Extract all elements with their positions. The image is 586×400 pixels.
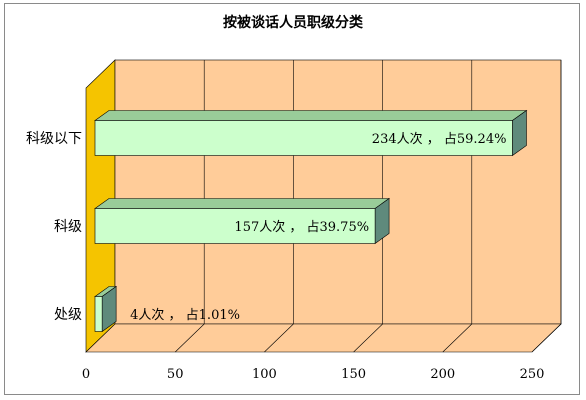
bar-top [94,110,528,121]
data-label: 157人次 ， 占39.75% [234,219,369,235]
bar-top [94,198,391,209]
floor-gridline [174,323,205,353]
floor-gridline [442,323,473,353]
x-tick-label: 0 [82,367,90,382]
x-tick-label: 150 [341,367,366,382]
bar[interactable] [94,296,103,332]
data-label: 234人次 ， 占59.24% [372,131,507,147]
x-tick-label: 50 [167,367,184,382]
data-label: 4人次 ， 占1.01% [130,307,240,323]
floor-gridline [531,323,562,353]
category-label: 科级以下 [26,131,82,147]
category-label: 处级 [54,307,82,323]
x-tick-label: 250 [520,367,545,382]
floor [85,323,562,353]
floor-gridline [353,323,383,353]
chart-title: 按被谈话人员职级分类 [223,15,363,31]
category-label: 科级 [54,219,82,235]
bar[interactable] [94,120,513,156]
back-wall [114,59,562,325]
floor-gridline [264,323,294,353]
bar[interactable] [94,208,376,244]
x-tick-label: 100 [252,367,277,382]
x-tick-label: 200 [430,367,455,382]
